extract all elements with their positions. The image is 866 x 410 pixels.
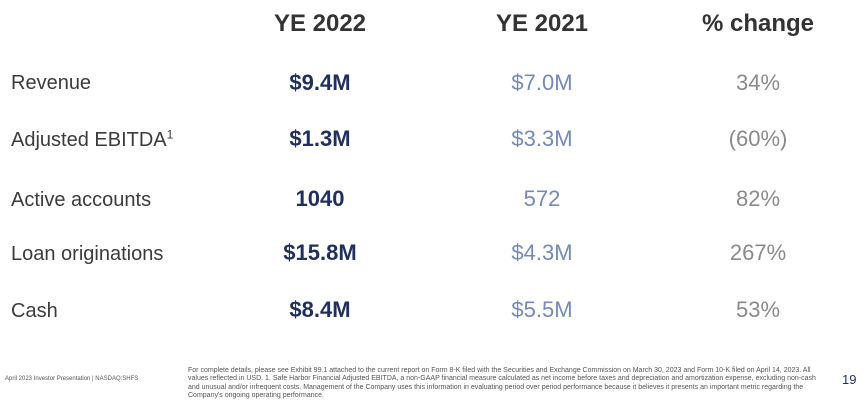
footnote-text: For complete details, please see Exhibit… (188, 367, 816, 400)
row-label-cash: Cash (11, 300, 58, 323)
cell-ebitda-ye2022: $1.3M (289, 126, 351, 151)
header-change: % change (701, 10, 815, 37)
cell-cash-change: 53% (735, 297, 781, 322)
row-label-adjusted-ebitda: Adjusted EBITDA1 (11, 127, 174, 152)
cell-active-accounts-change: 82% (735, 186, 781, 211)
row-label-text: Loan originations (11, 243, 164, 265)
footer-presentation-label: April 2023 Investor Presentation | NASDA… (5, 376, 139, 382)
cell-active-accounts-ye2021: 572 (523, 186, 561, 211)
cell-active-accounts-ye2022: 1040 (295, 186, 345, 211)
cell-ebitda-ye2021: $3.3M (511, 126, 573, 151)
footnote-marker: 1 (166, 127, 174, 142)
row-label-active-accounts: Active accounts (11, 189, 151, 212)
cell-revenue-ye2021: $7.0M (511, 70, 573, 95)
row-label-revenue: Revenue (11, 72, 91, 95)
cell-loan-originations-ye2022: $15.8M (283, 240, 357, 265)
row-label-loan-originations: Loan originations (11, 243, 163, 266)
cell-cash-ye2021: $5.5M (511, 297, 573, 322)
header-ye2021: YE 2021 (495, 10, 589, 37)
row-label-text: Active accounts (11, 189, 152, 211)
header-ye2022: YE 2022 (273, 10, 367, 37)
page-number: 19 (842, 372, 857, 387)
cell-loan-originations-ye2021: $4.3M (511, 240, 573, 265)
cell-cash-ye2022: $8.4M (289, 297, 351, 322)
cell-ebitda-change: (60%) (728, 126, 788, 151)
cell-revenue-change: 34% (735, 70, 781, 95)
row-label-text: Revenue (11, 72, 92, 94)
row-label-text: Cash (11, 300, 58, 322)
cell-revenue-ye2022: $9.4M (289, 70, 351, 95)
cell-loan-originations-change: 267% (729, 240, 787, 265)
row-label-text: Adjusted EBITDA (11, 129, 167, 151)
